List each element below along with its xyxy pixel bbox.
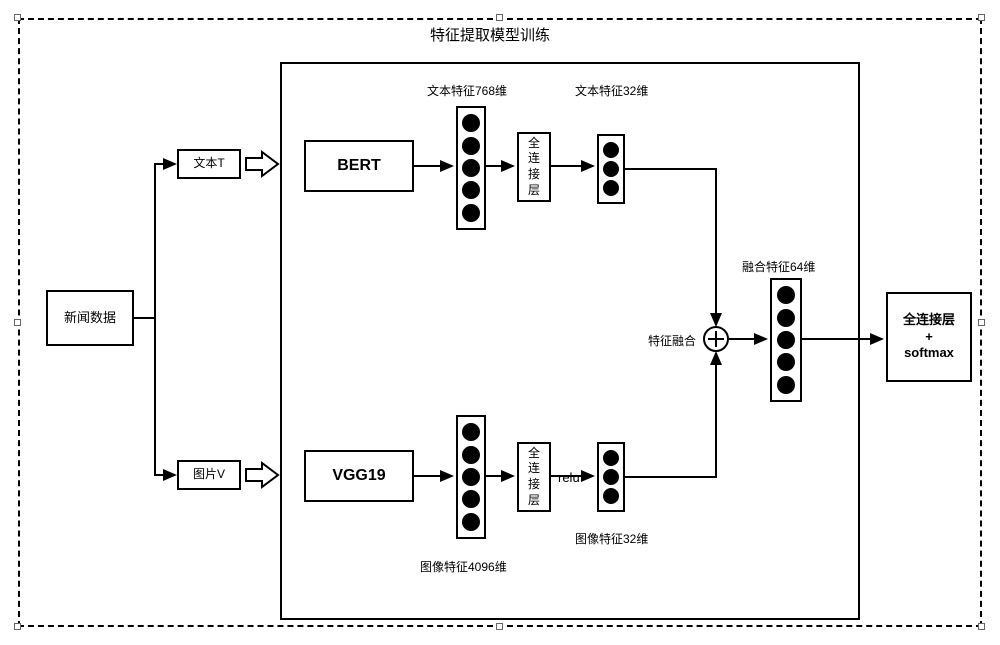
feature-dot [603, 180, 619, 196]
feature-dot [462, 137, 480, 155]
node-output: 全连接层 + softmax [886, 292, 972, 382]
label-feat768: 文本特征768维 [427, 82, 507, 99]
node-label: BERT [337, 156, 381, 177]
diagram-canvas: 特征提取模型训练 新闻数据 文本T 图片V BERT VGG19 全 连 接 层… [0, 0, 1000, 645]
feature-dot [777, 309, 795, 327]
node-news-data: 新闻数据 [46, 290, 134, 346]
selection-handle [978, 623, 985, 630]
feature-col-32-text [597, 134, 625, 204]
node-bert: BERT [304, 140, 414, 192]
node-label: 全连接层 + softmax [903, 312, 955, 363]
feature-dot [462, 513, 480, 531]
feature-col-64 [770, 278, 802, 402]
node-label: VGG19 [332, 466, 385, 487]
node-label: 图片V [193, 467, 225, 483]
selection-handle [14, 623, 21, 630]
node-label: 新闻数据 [64, 310, 116, 327]
selection-handle [978, 319, 985, 326]
label-relu: relu [558, 470, 580, 485]
label-feat64: 融合特征64维 [742, 258, 815, 275]
feature-dot [462, 114, 480, 132]
label-feat32a: 文本特征32维 [575, 82, 648, 99]
diagram-title: 特征提取模型训练 [430, 24, 550, 45]
node-label: 文本T [193, 156, 224, 172]
node-image-v: 图片V [177, 460, 241, 490]
feature-dot [777, 376, 795, 394]
node-text-t: 文本T [177, 149, 241, 179]
feature-dot [603, 469, 619, 485]
feature-dot [462, 204, 480, 222]
label-feat4096: 图像特征4096维 [420, 558, 507, 575]
node-vgg19: VGG19 [304, 450, 414, 502]
selection-handle [978, 14, 985, 21]
node-label: 全 连 接 层 [528, 446, 540, 508]
selection-handle [496, 623, 503, 630]
label-fusion: 特征融合 [648, 332, 696, 349]
node-fc-top: 全 连 接 层 [517, 132, 551, 202]
feature-dot [777, 353, 795, 371]
feature-col-32-image [597, 442, 625, 512]
label-feat32b: 图像特征32维 [575, 530, 648, 547]
feature-dot [462, 490, 480, 508]
feature-dot [462, 159, 480, 177]
feature-dot [603, 488, 619, 504]
selection-handle [14, 14, 21, 21]
feature-dot [462, 446, 480, 464]
selection-handle [14, 319, 21, 326]
feature-col-4096 [456, 415, 486, 539]
selection-handle [496, 14, 503, 21]
node-fc-bot: 全 连 接 层 [517, 442, 551, 512]
feature-dot [462, 423, 480, 441]
feature-col-768 [456, 106, 486, 230]
feature-dot [603, 142, 619, 158]
feature-dot [603, 161, 619, 177]
feature-dot [462, 468, 480, 486]
feature-dot [777, 331, 795, 349]
feature-dot [777, 286, 795, 304]
feature-dot [603, 450, 619, 466]
node-label: 全 连 接 层 [528, 136, 540, 198]
feature-dot [462, 181, 480, 199]
